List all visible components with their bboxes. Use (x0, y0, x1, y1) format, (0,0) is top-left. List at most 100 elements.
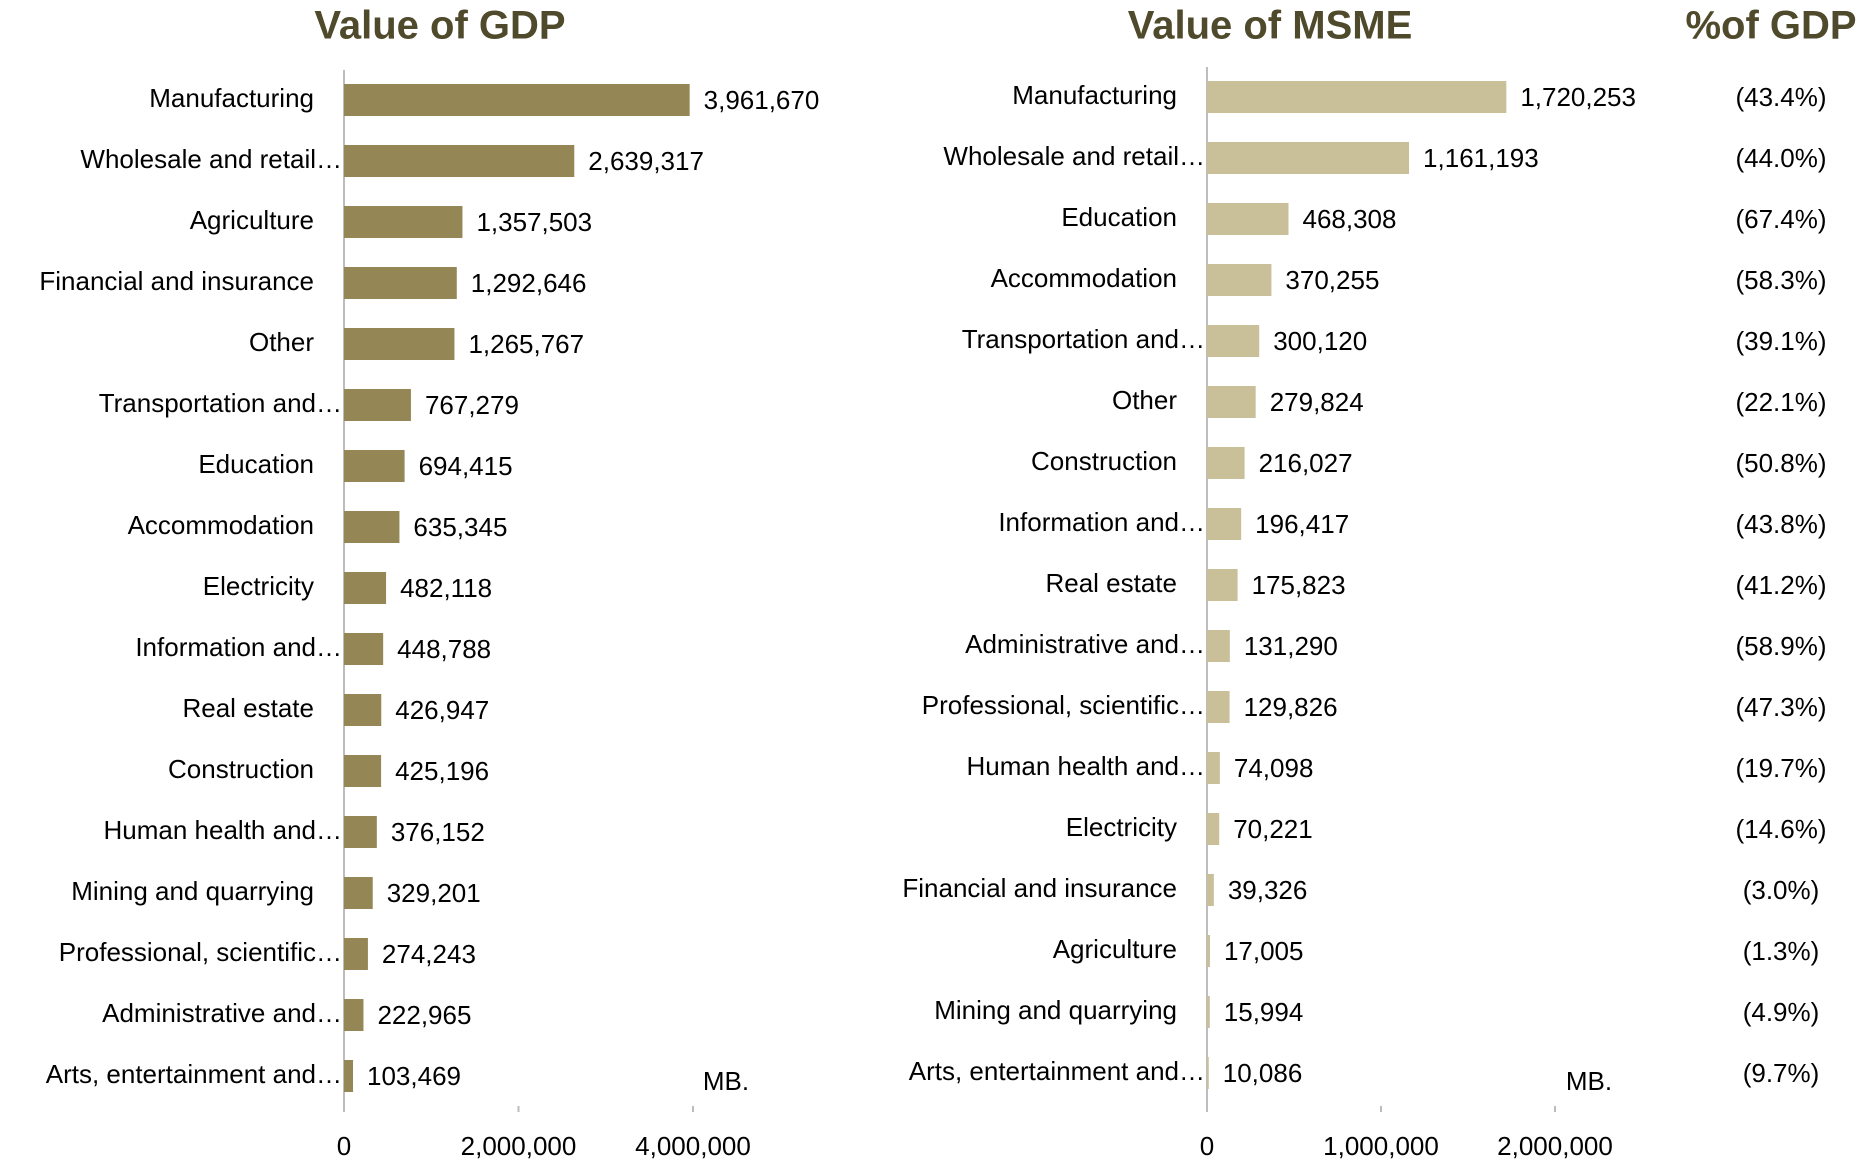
percent-label: (14.6%) (1735, 814, 1826, 844)
category-label: Arts, entertainment and… (909, 1056, 1205, 1086)
value-label: 70,221 (1233, 814, 1313, 844)
bar (344, 755, 382, 787)
bar (1207, 81, 1507, 113)
percent-label: (39.1%) (1735, 326, 1826, 356)
percent-label: (58.3%) (1735, 265, 1826, 295)
percent-label: (43.4%) (1735, 82, 1826, 112)
category-label: Wholesale and retail… (943, 141, 1205, 171)
value-label: 448,788 (397, 634, 491, 664)
category-label: Financial and insurance (902, 873, 1177, 903)
category-label: Human health and… (104, 815, 342, 845)
chart-title: Value of GDP (314, 4, 565, 48)
value-label: 329,201 (387, 878, 481, 908)
percent-label: (4.9%) (1743, 997, 1820, 1027)
bar (1207, 874, 1214, 906)
value-label: 1,720,253 (1520, 82, 1636, 112)
percent-title: %of GDP (1685, 4, 1856, 48)
bar (344, 389, 411, 421)
value-label: 279,824 (1270, 387, 1364, 417)
category-label: Accommodation (128, 510, 314, 540)
category-label: Construction (168, 754, 314, 784)
category-label: Electricity (1066, 812, 1177, 842)
x-tick-label: 1,000,000 (1323, 1131, 1439, 1161)
bar (344, 1060, 354, 1092)
bar (344, 328, 455, 360)
value-label: 482,118 (400, 573, 492, 603)
percent-label: (3.0%) (1743, 875, 1820, 905)
value-label: 425,196 (395, 756, 489, 786)
value-label: 767,279 (425, 390, 519, 420)
value-label: 376,152 (391, 817, 485, 847)
bar (1207, 996, 1210, 1028)
category-label: Transportation and… (962, 324, 1205, 354)
unit-label: MB. (1566, 1066, 1612, 1096)
bar (1207, 447, 1245, 479)
bar (1207, 752, 1220, 784)
bar (1207, 935, 1210, 967)
bar (344, 84, 690, 116)
percent-label: (1.3%) (1743, 936, 1820, 966)
category-label: Agriculture (190, 205, 314, 235)
value-label: 175,823 (1252, 570, 1346, 600)
value-label: 196,417 (1255, 509, 1349, 539)
bar (1207, 691, 1230, 723)
category-label: Other (249, 327, 314, 357)
value-label: 1,292,646 (471, 268, 587, 298)
category-label: Administrative and… (965, 629, 1205, 659)
bar (1207, 569, 1238, 601)
category-label: Real estate (1045, 568, 1177, 598)
x-tick-label: 0 (337, 1131, 351, 1161)
category-label: Education (198, 449, 314, 479)
bar (1207, 386, 1256, 418)
bar (1207, 203, 1289, 235)
chart-title: Value of MSME (1128, 4, 1413, 48)
x-tick-label: 0 (1200, 1131, 1214, 1161)
bar (344, 267, 457, 299)
value-label: 74,098 (1234, 753, 1314, 783)
bar (344, 572, 387, 604)
percent-label: (58.9%) (1735, 631, 1826, 661)
category-label: Education (1061, 202, 1177, 232)
value-label: 15,994 (1224, 997, 1304, 1027)
percent-label: (41.2%) (1735, 570, 1826, 600)
category-label: Human health and… (967, 751, 1205, 781)
value-label: 300,120 (1273, 326, 1367, 356)
x-tick-label: 2,000,000 (1497, 1131, 1613, 1161)
value-label: 103,469 (367, 1061, 461, 1091)
category-label: Manufacturing (149, 83, 314, 113)
bar (344, 145, 575, 177)
category-label: Mining and quarrying (934, 995, 1177, 1025)
category-label: Agriculture (1053, 934, 1177, 964)
value-label: 129,826 (1244, 692, 1338, 722)
bar (1207, 264, 1272, 296)
value-label: 1,161,193 (1423, 143, 1539, 173)
percent-label: (19.7%) (1735, 753, 1826, 783)
value-label: 39,326 (1228, 875, 1308, 905)
value-label: 1,357,503 (476, 207, 592, 237)
percent-label: (44.0%) (1735, 143, 1826, 173)
percent-label: (43.8%) (1735, 509, 1826, 539)
value-label: 1,265,767 (468, 329, 584, 359)
bar (1207, 508, 1242, 540)
category-label: Mining and quarrying (71, 876, 314, 906)
value-label: 468,308 (1302, 204, 1396, 234)
percent-label: (9.7%) (1743, 1058, 1820, 1088)
category-label: Electricity (203, 571, 314, 601)
category-label: Transportation and… (99, 388, 342, 418)
category-label: Accommodation (991, 263, 1177, 293)
value-label: 222,965 (377, 1000, 471, 1030)
percent-label: (50.8%) (1735, 448, 1826, 478)
value-label: 635,345 (413, 512, 507, 542)
value-label: 694,415 (419, 451, 513, 481)
bar (1207, 142, 1410, 174)
category-label: Administrative and… (102, 998, 342, 1028)
bar (344, 511, 400, 543)
category-label: Professional, scientific… (922, 690, 1205, 720)
bar (344, 450, 405, 482)
bar (1207, 813, 1220, 845)
category-label: Other (1112, 385, 1177, 415)
value-label: 274,243 (382, 939, 476, 969)
value-label: 216,027 (1259, 448, 1353, 478)
value-label: 426,947 (395, 695, 489, 725)
